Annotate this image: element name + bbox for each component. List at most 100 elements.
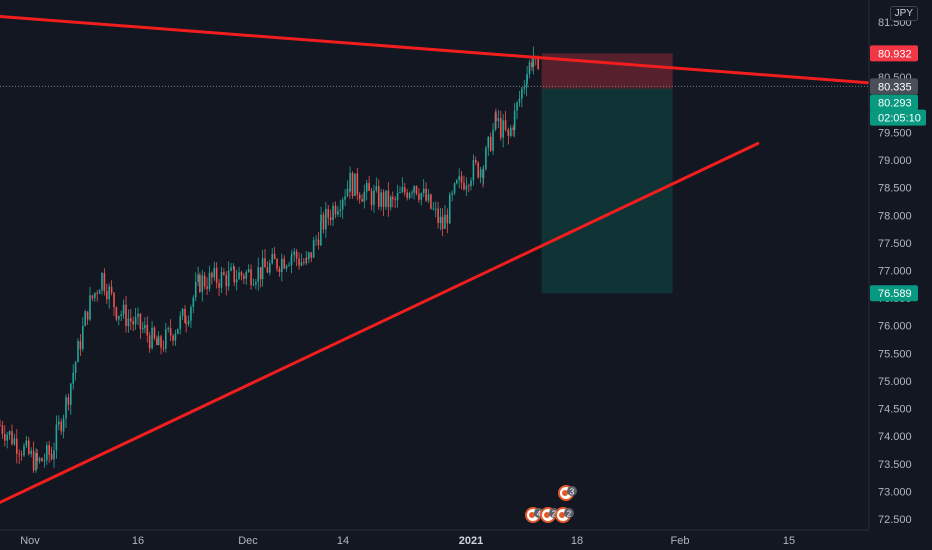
candle-body xyxy=(308,252,310,260)
candle-body xyxy=(373,190,375,206)
price-badges: 80.932 80.335 80.293 02:05:10 76.589 xyxy=(870,45,926,302)
candle-body xyxy=(441,216,444,229)
candle-body xyxy=(35,452,37,471)
candle-body xyxy=(184,308,186,323)
price-tick-label: 73.500 xyxy=(878,459,912,471)
candle-body xyxy=(55,424,58,451)
candle-body xyxy=(403,187,406,193)
candle-body xyxy=(118,315,120,320)
candle-body xyxy=(218,282,220,288)
candle-body xyxy=(269,263,271,273)
candle-body xyxy=(208,272,211,289)
price-badge-countdown-bg xyxy=(870,109,926,126)
candle-body xyxy=(98,290,101,294)
candle-body xyxy=(53,450,55,460)
candle-body xyxy=(101,272,103,291)
candle-body xyxy=(463,182,465,190)
candle-body xyxy=(38,458,41,462)
candle-body xyxy=(285,265,288,269)
candle-body xyxy=(255,282,257,285)
candle-body xyxy=(235,279,238,283)
candle-body xyxy=(281,258,283,272)
candle-body xyxy=(60,421,62,432)
candle-body xyxy=(492,129,494,151)
price-tick-label: 78.000 xyxy=(878,210,912,222)
price-badge-target-bg xyxy=(870,285,918,302)
candle-body xyxy=(276,259,278,269)
candle-body xyxy=(167,328,170,330)
candle-body xyxy=(401,187,404,193)
candle-body xyxy=(322,214,325,230)
candle-body xyxy=(72,372,74,384)
candle-body xyxy=(160,336,162,348)
candle-body xyxy=(4,433,6,441)
price-tick-label: 74.500 xyxy=(878,404,912,416)
currency-label[interactable]: JPY xyxy=(889,6,918,21)
candle-body xyxy=(278,268,281,272)
candle-body xyxy=(257,267,260,283)
candle-body xyxy=(451,193,453,195)
time-tick-label: 14 xyxy=(337,535,349,547)
price-tick-label: 75.000 xyxy=(878,376,912,388)
price-badge-current: 80.335 xyxy=(878,81,912,93)
candle-body xyxy=(32,450,35,471)
candle-body xyxy=(153,327,156,339)
time-tick-label: Feb xyxy=(671,535,690,547)
candle-body xyxy=(291,254,293,257)
trendline-lower[interactable] xyxy=(0,141,760,504)
time-tick-label: 2021 xyxy=(459,535,483,547)
candle-body xyxy=(151,327,153,349)
candle-body xyxy=(475,160,477,163)
candle-body xyxy=(181,308,184,316)
candle-body xyxy=(312,240,315,258)
price-tick-label: 72.500 xyxy=(878,514,912,526)
trendline-upper[interactable] xyxy=(0,14,870,85)
candle-body xyxy=(385,190,387,207)
candle-body xyxy=(310,252,313,258)
candle-body xyxy=(20,454,23,456)
candle-body xyxy=(223,272,225,275)
price-tick-label: 74.000 xyxy=(878,431,912,443)
candle-body xyxy=(89,295,91,320)
candle-body xyxy=(250,269,252,286)
candle-body xyxy=(0,425,1,426)
candle-body xyxy=(115,307,118,320)
candle-body xyxy=(211,272,213,278)
price-tick-label: 79.500 xyxy=(878,127,912,139)
time-tick-label: 16 xyxy=(132,535,144,547)
candle-body xyxy=(288,265,290,266)
candle-body xyxy=(365,182,368,192)
price-badge-countdown: 02:05:10 xyxy=(878,113,921,125)
candle-body xyxy=(460,176,463,183)
candle-body xyxy=(370,190,373,206)
candle-body xyxy=(315,239,317,241)
candle-body xyxy=(252,284,255,286)
event-markers[interactable]: 3 4 2 2 xyxy=(525,485,577,523)
candle-body xyxy=(62,418,65,432)
candle-body xyxy=(411,192,413,194)
price-tick-label: 79.000 xyxy=(878,155,912,167)
time-tick-label: Dec xyxy=(238,535,258,547)
price-tick-label: 75.500 xyxy=(878,348,912,360)
time-axis[interactable]: Nov 16 Dec 14 2021 18 Feb 15 xyxy=(0,529,869,547)
event-marker[interactable]: 2 xyxy=(555,507,574,523)
candle-body xyxy=(298,258,300,266)
candle-body xyxy=(339,209,342,211)
candle-body xyxy=(425,188,427,201)
candle-body xyxy=(523,87,526,89)
event-marker[interactable]: 3 xyxy=(558,485,577,501)
candle-body xyxy=(528,62,531,75)
candle-body xyxy=(96,292,98,294)
candle-body xyxy=(190,306,192,321)
candle-body xyxy=(453,183,456,194)
candle-body xyxy=(448,194,451,224)
candle-body xyxy=(185,322,187,324)
candle-body xyxy=(247,269,250,272)
candle-body xyxy=(495,112,497,122)
trendlines-layer[interactable] xyxy=(0,14,870,504)
short-position-tool[interactable] xyxy=(541,53,673,294)
reward-zone[interactable] xyxy=(541,88,673,294)
candle-body xyxy=(271,253,274,264)
event-dot-icon xyxy=(559,512,565,518)
